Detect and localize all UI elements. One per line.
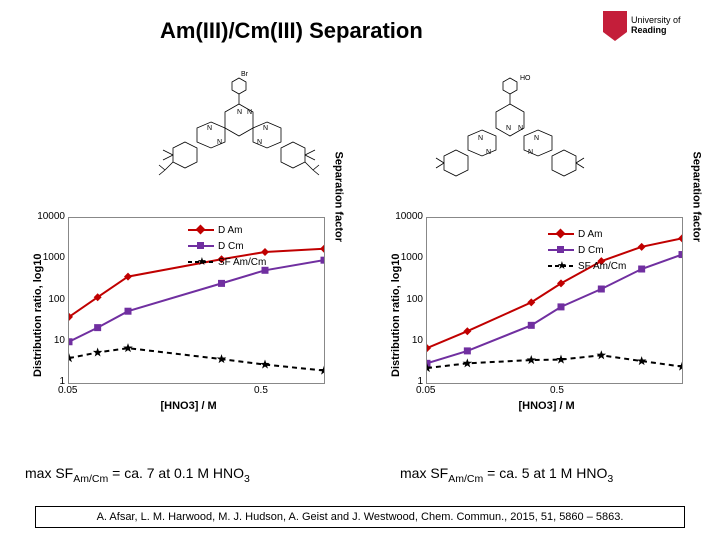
caption-left: max SFAm/Cm = ca. 7 at 0.1 M HNO3 [25, 465, 250, 485]
svg-text:N: N [257, 139, 262, 146]
chart-left: 1101001000100000.050.5Distribution ratio… [20, 205, 350, 425]
molecule-left: Br N N N N N N [155, 70, 335, 180]
svg-text:HO: HO [520, 75, 531, 82]
svg-text:N: N [217, 139, 222, 146]
shield-icon [603, 11, 627, 41]
svg-text:N: N [207, 125, 212, 132]
citation: A. Afsar, L. M. Harwood, M. J. Hudson, A… [35, 506, 685, 528]
cap-l-sub3: 3 [244, 473, 250, 485]
university-logo: University of Reading [603, 10, 708, 42]
svg-text:N: N [506, 125, 511, 132]
molecule-right: HO N N N N N N [420, 70, 600, 180]
svg-text:N: N [528, 149, 533, 156]
cap-l-rest: = ca. 7 at 0.1 M HNO [108, 465, 244, 481]
cap-r-prefix: max SF [400, 465, 448, 481]
cap-l-prefix: max SF [25, 465, 73, 481]
cap-l-sub: Am/Cm [73, 473, 108, 485]
logo-line2: Reading [631, 26, 681, 36]
svg-text:N: N [518, 125, 523, 132]
chart-right: 1101001000100000.050.5Distribution ratio… [378, 205, 708, 425]
svg-text:N: N [263, 125, 268, 132]
cap-r-sub: Am/Cm [448, 473, 483, 485]
cap-r-sub3: 3 [607, 473, 613, 485]
svg-text:N: N [486, 149, 491, 156]
svg-text:N: N [247, 109, 252, 116]
svg-text:N: N [237, 109, 242, 116]
logo-text: University of Reading [631, 16, 681, 36]
page-title: Am(III)/Cm(III) Separation [160, 18, 423, 44]
svg-text:N: N [478, 135, 483, 142]
caption-right: max SFAm/Cm = ca. 5 at 1 M HNO3 [400, 465, 613, 485]
svg-text:Br: Br [241, 71, 249, 78]
cap-r-rest: = ca. 5 at 1 M HNO [483, 465, 607, 481]
svg-text:N: N [534, 135, 539, 142]
